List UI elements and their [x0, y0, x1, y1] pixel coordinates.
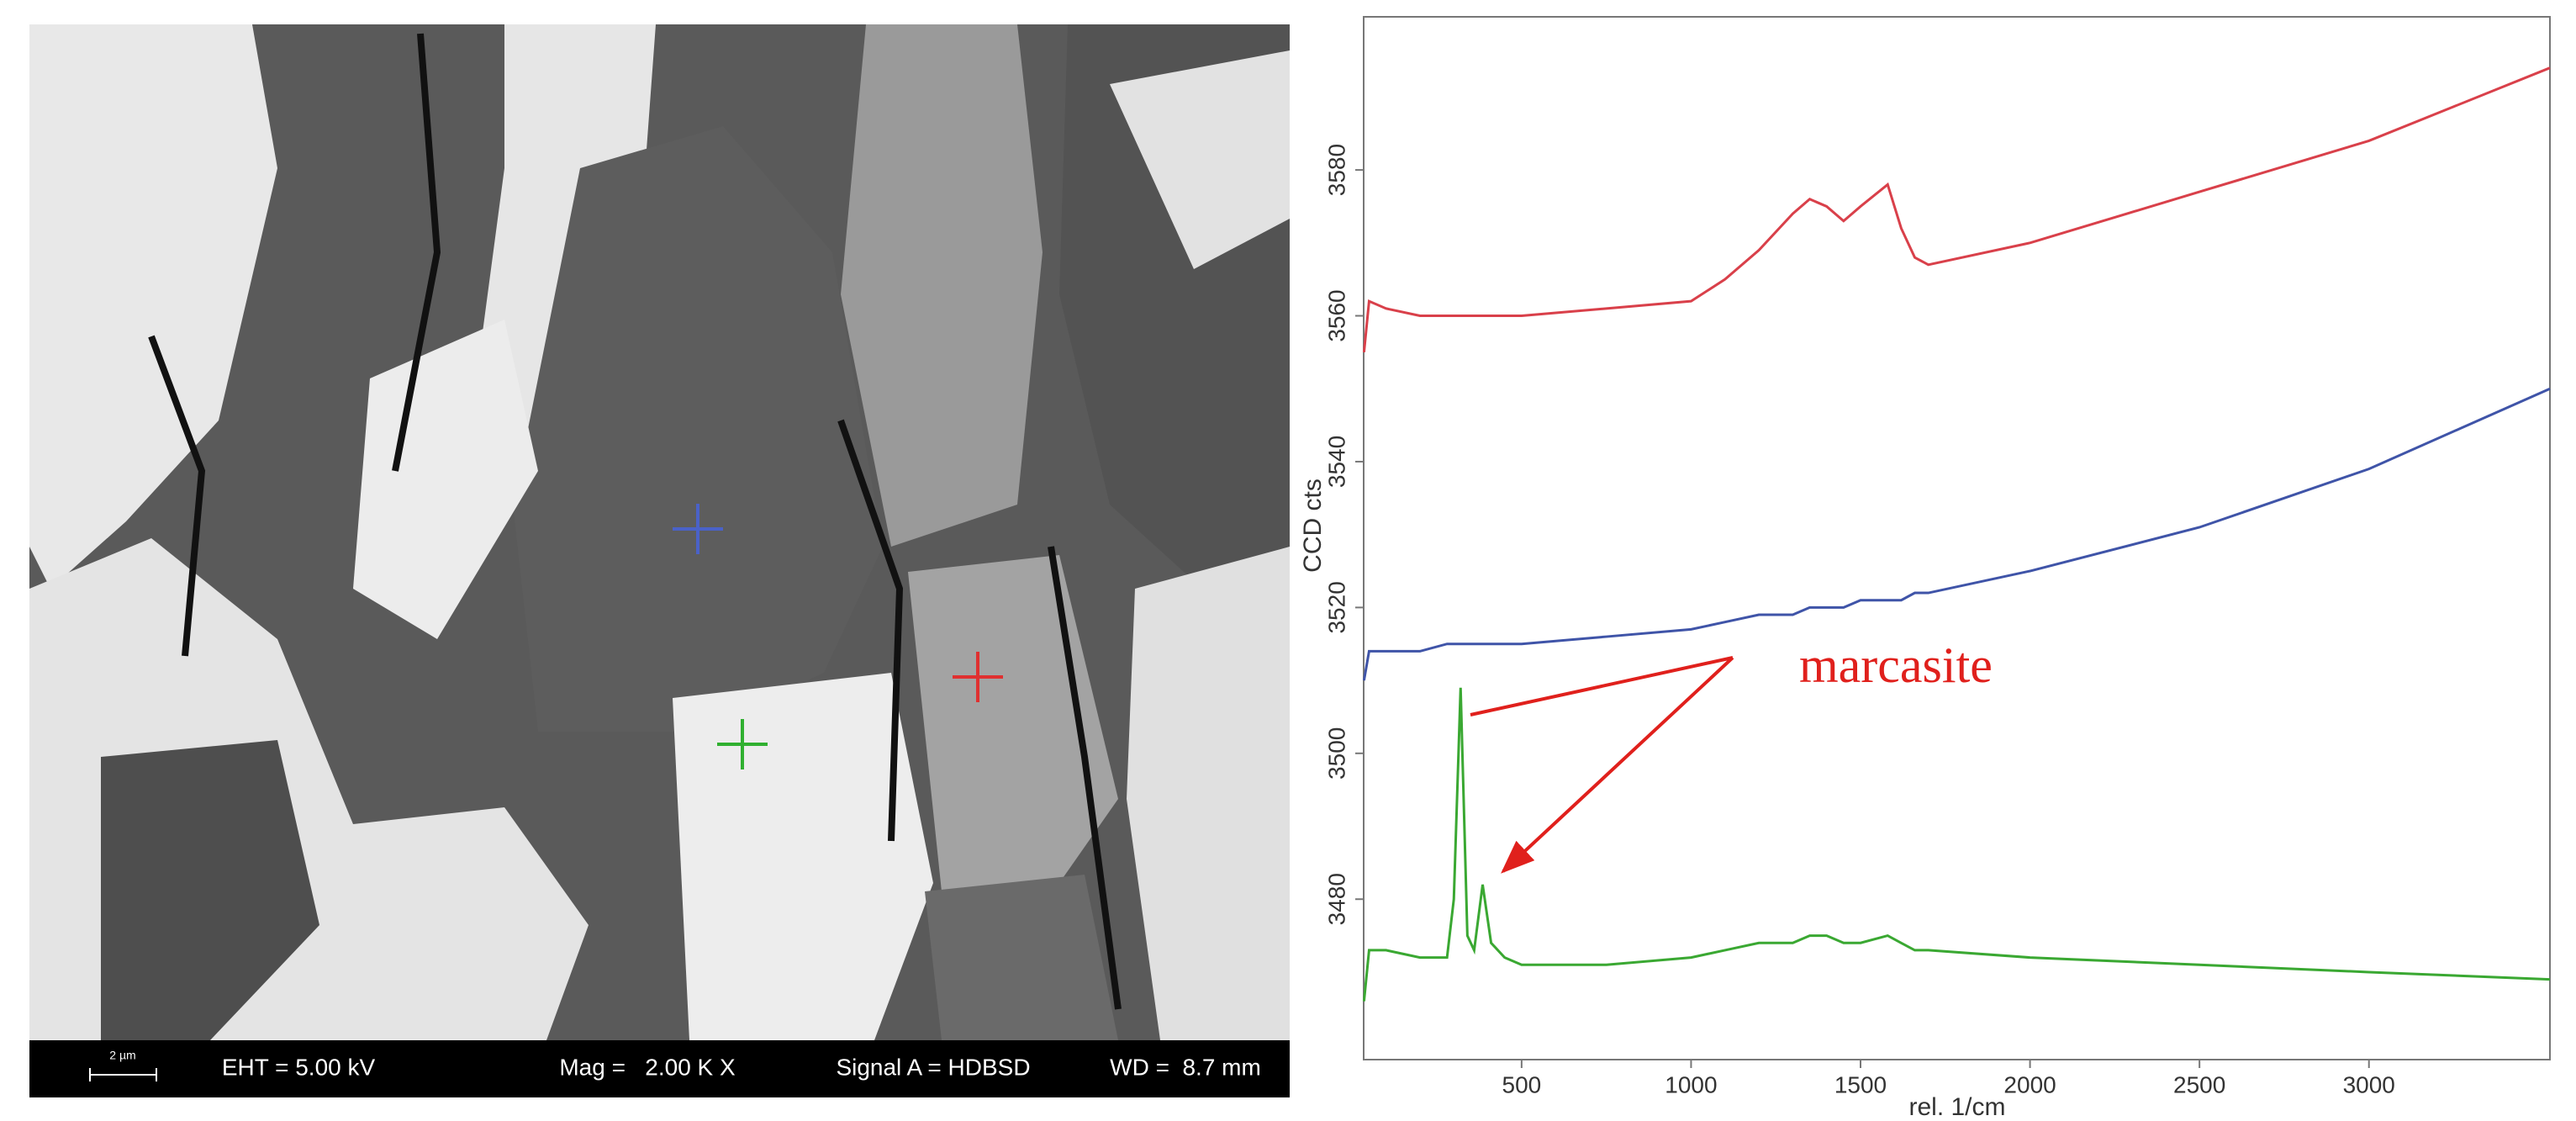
scale-bar-label: 2 µm [109, 1049, 135, 1062]
y-tick-label: 3540 [1323, 436, 1349, 488]
y-tick-label: 3480 [1323, 873, 1349, 925]
x-tick-label: 2500 [2173, 1071, 2225, 1097]
signal-label: Signal A = HDBSD [836, 1054, 1030, 1080]
sem-image: 2 µm EHT = 5.00 kV Mag = 2.00 K X Signal… [29, 24, 1290, 1097]
x-tick-label: 1000 [1665, 1071, 1717, 1097]
x-tick-label: 2000 [2003, 1071, 2056, 1097]
wd-label: WD = 8.7 mm [1110, 1054, 1261, 1080]
eht-label: EHT = 5.00 kV [222, 1054, 376, 1080]
annotation-arrows [1470, 656, 1734, 871]
annotation: marcasite [1799, 637, 1993, 693]
y-tick-label: 3520 [1323, 581, 1349, 633]
x-tick-label: 500 [1502, 1071, 1542, 1097]
x-tick-label: 3000 [2343, 1071, 2395, 1097]
y-tick-label: 3500 [1323, 727, 1349, 780]
y-tick-label: 3560 [1323, 289, 1349, 341]
x-tick-label: 1500 [1834, 1071, 1887, 1097]
mag-label: Mag = 2.00 K X [559, 1054, 736, 1080]
y-tick-label: 3580 [1323, 144, 1349, 196]
plot-frame [1363, 16, 2551, 1060]
x-axis-label: rel. 1/cm [1908, 1093, 2005, 1121]
y-axis-label: CCD cts [1299, 479, 1327, 573]
series-line [1362, 387, 2551, 681]
series-line [1362, 687, 2551, 1002]
chart: rel. 1/cm CCD cts marcasite 500 1000 1500 2… [1299, 16, 2551, 1121]
series-line [1362, 66, 2551, 353]
